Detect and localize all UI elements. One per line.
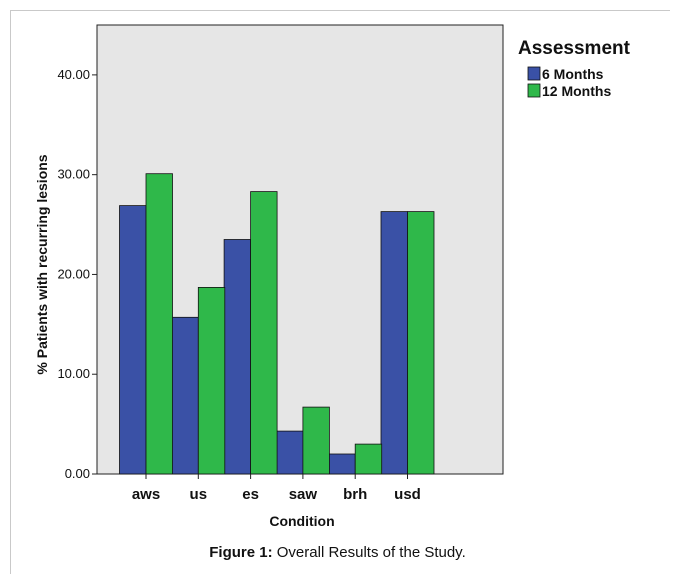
bar-es-12-months	[250, 191, 278, 475]
legend-label: 12 Months	[542, 83, 611, 99]
bar-es-6-months	[223, 239, 252, 475]
x-tick-label: brh	[343, 486, 367, 503]
y-axis-title: % Patients with recurring lesions	[34, 154, 50, 374]
x-tick-label: usd	[394, 486, 421, 503]
y-axis: 0.00 10.00 20.00 30.00 40.00	[57, 67, 97, 481]
legend-swatch-12-months	[527, 83, 541, 98]
y-tick-label: 0.00	[65, 466, 90, 481]
caption-prefix: Figure 1:	[209, 544, 273, 561]
x-tick-label: us	[190, 486, 208, 503]
x-tick-label: aws	[132, 486, 160, 503]
legend-label: 6 Months	[542, 66, 604, 82]
y-tick-label: 10.00	[57, 366, 90, 381]
figure-caption: Figure 1: Overall Results of the Study.	[0, 544, 675, 561]
y-tick-label: 30.00	[57, 167, 90, 182]
bar-usd-6-months	[380, 211, 408, 475]
bar-saw-12-months	[302, 406, 330, 475]
legend-swatch-6-months	[527, 66, 541, 81]
bar-us-12-months	[197, 286, 226, 475]
y-tick-label: 20.00	[57, 266, 90, 281]
figure-frame	[10, 10, 670, 574]
x-tick-label: es	[242, 486, 259, 503]
chart: 0.00 10.00 20.00 30.00 40.00 aws us es saw brh us…	[34, 24, 631, 529]
bar-aws-12-months	[145, 173, 173, 475]
bar-brh-6-months	[328, 453, 356, 475]
bar-brh-12-months	[354, 443, 383, 475]
bar-us-6-months	[171, 316, 199, 475]
bar-saw-6-months	[275, 430, 304, 475]
x-axis: aws us es saw brh usd	[132, 474, 421, 503]
x-axis-title: Condition	[269, 513, 334, 529]
caption-text: Overall Results of the Study.	[272, 544, 466, 561]
legend-title: Assessment	[518, 38, 631, 59]
bar-usd-12-months	[407, 211, 435, 475]
bar-aws-6-months	[119, 205, 147, 475]
y-tick-label: 40.00	[57, 67, 90, 82]
x-tick-label: saw	[289, 486, 318, 503]
bars-group	[119, 173, 435, 475]
